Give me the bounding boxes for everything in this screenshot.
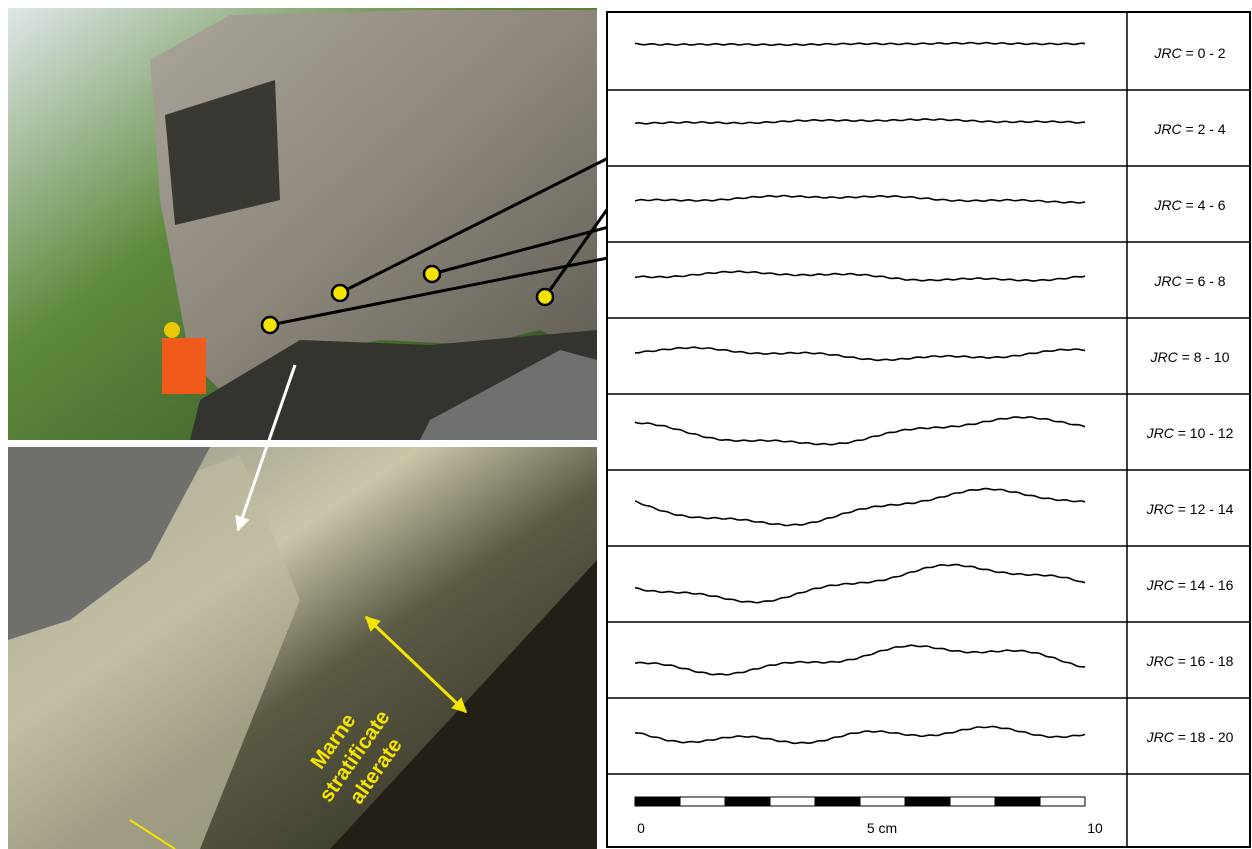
scale-segment [950,797,995,806]
jrc-label: JRC = 4 - 6 [1153,197,1225,213]
jrc-symbol: JRC [1150,349,1179,365]
scale-label: 0 [637,820,645,836]
jrc-range: = 2 - 4 [1186,121,1226,137]
jrc-symbol: JRC [1153,273,1182,289]
scale-label: 5 cm [867,820,897,836]
jrc-range: = 0 - 2 [1186,45,1226,61]
jrc-range: = 16 - 18 [1178,653,1234,669]
jrc-label: JRC = 10 - 12 [1146,425,1234,441]
scale-segment [770,797,815,806]
jrc-label: JRC = 16 - 18 [1146,653,1234,669]
scale-segment [860,797,905,806]
jrc-symbol: JRC [1146,653,1175,669]
jrc-label: JRC = 18 - 20 [1146,729,1234,745]
scale-segment [725,797,770,806]
jrc-symbol: JRC [1153,45,1182,61]
jrc-label: JRC = 8 - 10 [1150,349,1230,365]
jrc-range: = 18 - 20 [1178,729,1234,745]
scale-segment [815,797,860,806]
jrc-label: JRC = 14 - 16 [1146,577,1234,593]
jrc-label: JRC = 2 - 4 [1153,121,1225,137]
scale-segment [635,797,680,806]
jrc-label: JRC = 6 - 8 [1153,273,1225,289]
jrc-range: = 4 - 6 [1186,197,1226,213]
figure: Marne stratificate alterate 0 5 cm 10 JR… [0,0,1252,849]
jrc-range: = 8 - 10 [1182,349,1230,365]
jrc-range: = 12 - 14 [1178,501,1234,517]
scale-label: 10 [1087,820,1103,836]
jrc-symbol: JRC [1153,197,1182,213]
top-photo [8,8,597,440]
bottom-photo [8,447,597,849]
scale-segment [1040,797,1085,806]
jrc-symbol: JRC [1146,729,1175,745]
jrc-label: JRC = 0 - 2 [1153,45,1225,61]
scale-segment [680,797,725,806]
scale-segment [995,797,1040,806]
jrc-symbol: JRC [1146,501,1175,517]
jrc-label: JRC = 12 - 14 [1146,501,1234,517]
jrc-range: = 10 - 12 [1178,425,1234,441]
jrc-range: = 14 - 16 [1178,577,1234,593]
jrc-symbol: JRC [1153,121,1182,137]
jrc-range: = 6 - 8 [1186,273,1226,289]
jrc-symbol: JRC [1146,577,1175,593]
scale-segment [905,797,950,806]
jrc-symbol: JRC [1146,425,1175,441]
